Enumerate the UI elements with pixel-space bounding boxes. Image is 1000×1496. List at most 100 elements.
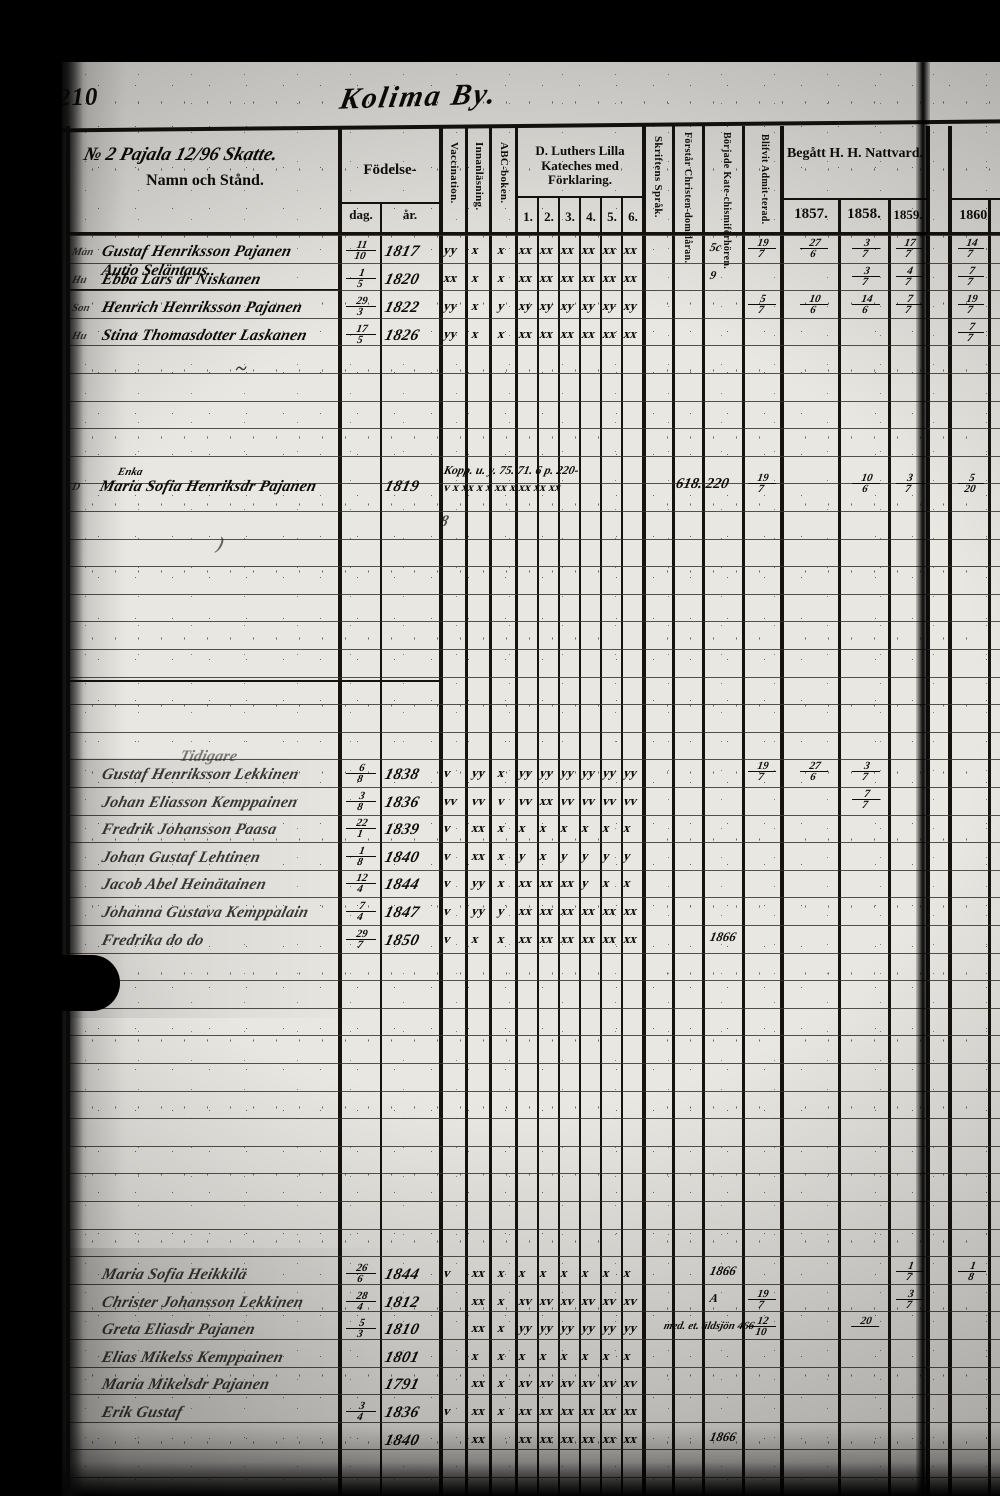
- cat-mark: xv: [537, 1292, 556, 1308]
- row-birth-year: 1844: [383, 876, 422, 894]
- row-rule: [66, 345, 1000, 346]
- row-rule: [66, 566, 1000, 567]
- cat-mark: yy: [516, 1320, 535, 1336]
- col-sep-name-birth: [338, 126, 342, 1496]
- became-admitted-header: Blifvit Admit-terad.: [759, 134, 770, 225]
- comm-sep-1858-1859: [888, 200, 891, 1496]
- middle-row-communion-1858: 10 6: [850, 472, 882, 495]
- middle-row-note: 618. 220: [674, 476, 731, 492]
- abc-mark: x: [495, 1347, 507, 1363]
- row-rule: [66, 1284, 1000, 1285]
- cat-mark: xv: [516, 1292, 535, 1308]
- cat-mark: vv: [558, 792, 577, 808]
- row-birth-year: 1840: [383, 848, 422, 866]
- row-birth-year: 1822: [383, 299, 422, 316]
- row-birth-day: 17 5: [344, 323, 378, 346]
- abc-mark: x: [495, 1292, 507, 1308]
- inner-mark: xx: [469, 1375, 488, 1391]
- inner-mark: x: [469, 298, 481, 313]
- cat-mark: xv: [558, 1375, 577, 1391]
- cat-mark: xx: [579, 1430, 598, 1446]
- admitted-month: 7: [757, 248, 765, 261]
- date-day: 7: [851, 788, 882, 800]
- cat-mark: xx: [558, 242, 577, 257]
- cat-mark: xy: [516, 298, 535, 313]
- cat-mark: vv: [579, 792, 598, 808]
- page-gutter: [916, 58, 930, 1496]
- abc-mark: x: [495, 1403, 507, 1418]
- row-birth-year: 1826: [383, 327, 422, 344]
- cat-mark: x: [600, 1265, 612, 1280]
- cat-mark: xv: [600, 1375, 619, 1391]
- cat-mark: x: [621, 1265, 633, 1280]
- village-title: Kolima By.: [337, 77, 501, 116]
- header-rule-catechism: [518, 196, 642, 198]
- section-separator-rule: [66, 680, 442, 682]
- scan-smudge: [66, 1248, 406, 1496]
- row-rule: [66, 925, 1000, 926]
- cat-mark: xv: [558, 1292, 577, 1308]
- row-rule: [66, 787, 1000, 788]
- cat-mark: x: [600, 875, 612, 891]
- abc-mark: v: [495, 792, 507, 808]
- middle-row-flourish-2: ): [215, 533, 227, 553]
- communion-year-1857: 1857.: [794, 206, 828, 222]
- vacc-mark: xx: [441, 270, 460, 285]
- row-rule: [66, 1449, 1000, 1450]
- date-month: 7: [757, 1298, 765, 1311]
- cat-mark: x: [558, 1265, 570, 1280]
- vacc-mark: v: [441, 847, 453, 863]
- abc-mark: x: [495, 270, 507, 285]
- vacc-mark: v: [441, 1403, 453, 1418]
- cat-mark: x: [621, 820, 633, 836]
- birth-year-header: år.: [402, 207, 418, 222]
- abc-mark: x: [495, 847, 507, 863]
- row-rule: [66, 897, 1000, 898]
- cat-mark: xx: [537, 242, 556, 257]
- inner-mark: vv: [469, 792, 488, 808]
- date-month: 6: [809, 771, 817, 784]
- row-note: med. et. äldsjön 466: [662, 1320, 756, 1333]
- cat-mark: y: [600, 847, 612, 863]
- cat-mark: x: [621, 1347, 633, 1363]
- cat-mark: xx: [600, 1403, 619, 1418]
- cat-mark: xx: [600, 930, 619, 946]
- inner-mark: yy: [469, 765, 488, 780]
- cat-mark: x: [537, 1265, 549, 1280]
- row-rule: [66, 1367, 1000, 1368]
- row-rule: [66, 539, 1000, 540]
- row-name: Stina Thomasdotter Laskanen: [100, 327, 309, 344]
- row-rule: [66, 1394, 1000, 1395]
- row-rule: [66, 401, 1000, 402]
- communion-year-1860: 1860.: [959, 208, 991, 223]
- row-rule: [66, 842, 1000, 843]
- communion-1860: 14 7: [956, 237, 986, 260]
- cat-mark: y: [579, 875, 591, 891]
- cat-mark: xx: [558, 930, 577, 946]
- date-month: 7: [861, 771, 869, 784]
- comm-month: 6: [809, 304, 817, 317]
- birth-month-value: 10: [353, 250, 367, 263]
- cat-mark: xx: [516, 903, 535, 918]
- began-catechism-header: Började Kate-chismiförhören.: [721, 132, 732, 270]
- row-rule: [66, 870, 1000, 871]
- cat-mark: xv: [579, 1292, 598, 1308]
- communion-date: 20: [851, 1315, 881, 1328]
- inner-mark: xx: [469, 1292, 488, 1308]
- cat-mark: xx: [516, 1403, 535, 1418]
- row-birth-year: 1836: [383, 793, 422, 811]
- cat-mark: xx: [537, 1430, 556, 1446]
- row-rule: [66, 815, 1000, 816]
- comm-month: 7: [966, 332, 974, 345]
- middle-row-name: Maria Sofia Henriksdr Pajanen: [98, 478, 319, 495]
- began-catechism-year: 1866: [708, 1263, 738, 1278]
- cat-mark: xx: [537, 1403, 556, 1418]
- cat-mark: vv: [600, 792, 619, 808]
- cat-mark: xx: [537, 792, 556, 808]
- middle-row-marks: Kopp. u. y. 75. 71. 6 p. 220-: [442, 463, 581, 477]
- catechism-col-4: 4.: [586, 209, 596, 224]
- col-sep-birthday-birthyear: [380, 204, 382, 1496]
